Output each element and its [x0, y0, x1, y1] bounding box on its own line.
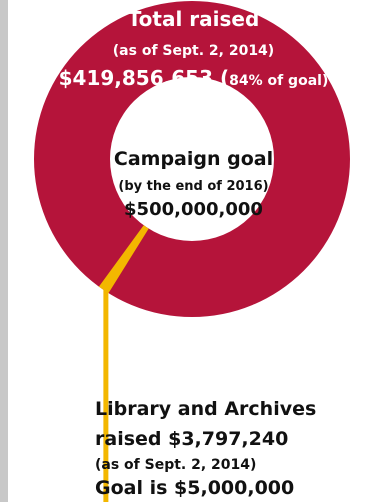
library-date: (as of Sept. 2, 2014) [95, 457, 257, 473]
library-title: Library and Archives [95, 398, 317, 420]
total-raised-date: (as of Sept. 2, 2014) [112, 43, 275, 59]
total-raised-line: $419,856,653 (84% of goal) [0, 68, 387, 88]
campaign-goal-amount: $500,000,000 [124, 199, 263, 220]
campaign-goal-date: (by the end of 2016) [118, 179, 269, 194]
library-raised: raised $3,797,240 [95, 428, 289, 450]
campaign-goal-title: Campaign goal [113, 148, 274, 170]
raised-ring-slice [34, 1, 350, 317]
left-frame-border [0, 0, 8, 502]
library-goal: Goal is $5,000,000 [95, 477, 295, 499]
total-raised-paren: ( [219, 66, 230, 90]
total-raised-title: Total raised [127, 7, 260, 31]
total-raised-percent: 84% of goal) [229, 73, 329, 89]
total-raised-amount: $419,856,653 [58, 66, 213, 90]
library-slice [98, 225, 149, 294]
